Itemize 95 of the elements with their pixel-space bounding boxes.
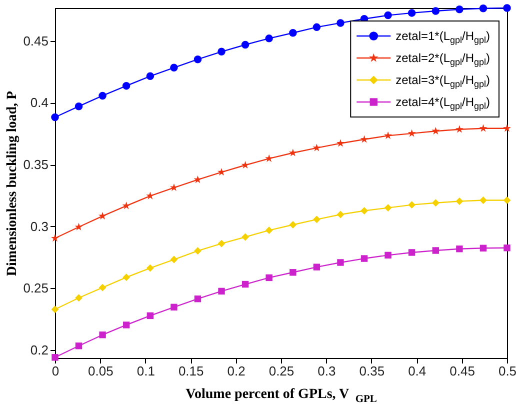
x-tick-label: 0.5	[498, 364, 517, 378]
point	[479, 4, 488, 12]
point	[312, 144, 321, 152]
x-tick-label: 0.35	[359, 364, 385, 378]
point	[408, 9, 416, 17]
point	[51, 113, 59, 122]
x-tick-label: 0.2	[227, 364, 246, 378]
y-tick-label: 0.3	[30, 218, 48, 234]
y-axis-title: Dimensionless buckling load, P	[5, 90, 20, 276]
point	[336, 210, 344, 218]
point	[432, 247, 440, 254]
point	[194, 176, 202, 184]
point	[122, 274, 130, 282]
point	[408, 201, 416, 209]
point	[75, 342, 82, 350]
point	[432, 7, 440, 15]
point	[98, 284, 106, 292]
point	[242, 233, 249, 241]
point	[98, 212, 107, 220]
x-tick-label: 0.05	[88, 364, 114, 378]
point	[170, 64, 178, 72]
point	[74, 222, 83, 230]
point	[456, 198, 464, 205]
point	[170, 256, 178, 264]
point	[266, 274, 272, 282]
point	[99, 332, 106, 338]
point	[432, 199, 440, 207]
point	[170, 304, 178, 311]
point	[384, 252, 392, 259]
x-tick-label: 0.3	[318, 364, 336, 378]
point	[456, 5, 464, 14]
point	[432, 126, 440, 134]
point	[480, 244, 487, 252]
point	[337, 259, 344, 266]
point	[289, 29, 297, 37]
point	[384, 11, 392, 20]
y-tick-label: 0.2	[30, 342, 48, 358]
x-tick-label: 0.45	[450, 364, 475, 378]
point	[504, 244, 510, 252]
point	[408, 129, 416, 137]
point	[51, 234, 59, 242]
point	[290, 269, 296, 276]
point	[122, 82, 130, 90]
point	[336, 19, 344, 27]
point	[51, 306, 59, 314]
point	[146, 72, 154, 80]
point	[289, 221, 297, 228]
point	[480, 196, 487, 204]
point	[503, 124, 511, 132]
x-tick-label: 0.15	[178, 364, 204, 378]
point	[313, 216, 320, 224]
point	[218, 48, 226, 56]
point	[218, 288, 225, 295]
point	[74, 102, 83, 110]
point	[360, 135, 368, 143]
point	[384, 204, 392, 212]
point	[122, 202, 130, 210]
point	[194, 55, 202, 64]
point	[456, 246, 463, 252]
point	[360, 255, 368, 262]
point	[241, 160, 250, 169]
point	[98, 92, 106, 100]
point	[312, 23, 321, 32]
point	[479, 124, 488, 132]
point	[336, 139, 344, 147]
x-tick-label: 0.4	[408, 364, 426, 378]
x-tick-label: 0.25	[268, 364, 294, 378]
point	[146, 312, 154, 320]
point	[241, 40, 250, 49]
point	[265, 34, 273, 42]
x-tick-label: 0	[52, 364, 60, 378]
point	[218, 168, 226, 176]
point	[360, 207, 368, 214]
point	[288, 148, 297, 156]
point	[265, 226, 273, 234]
point	[52, 354, 58, 361]
y-tick-label: 0.25	[23, 280, 48, 296]
y-tick-label: 0.45	[23, 33, 48, 48]
point	[384, 131, 392, 140]
point	[455, 125, 464, 133]
point	[313, 264, 320, 270]
point	[242, 280, 249, 288]
point	[122, 322, 130, 328]
point	[75, 294, 82, 302]
x-tick-label: 0.1	[136, 364, 155, 378]
y-tick-label: 0.4	[30, 95, 48, 110]
point	[194, 296, 202, 302]
point	[194, 247, 202, 255]
point	[170, 183, 178, 192]
point	[146, 264, 154, 272]
point	[218, 240, 226, 248]
point	[408, 249, 416, 256]
point	[503, 4, 511, 12]
point	[265, 154, 274, 162]
y-tick-label: 0.35	[23, 157, 48, 172]
